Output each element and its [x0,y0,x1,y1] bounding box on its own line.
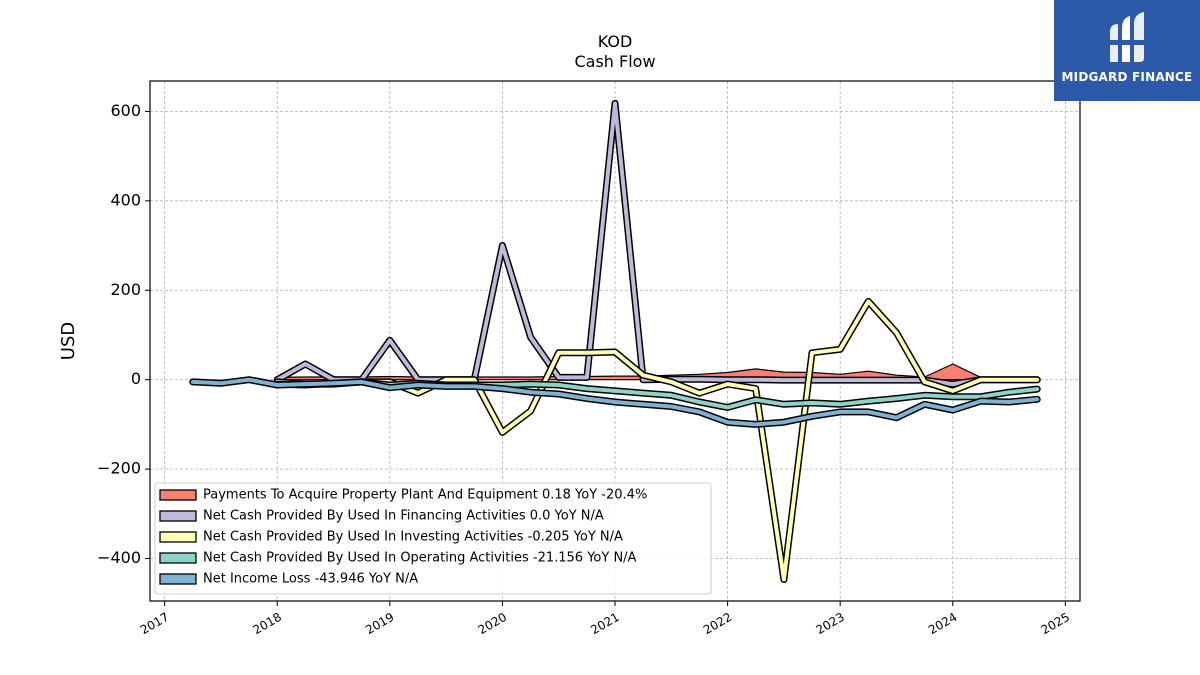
x-axis: 2017 2018 2019 2020 2021 2022 2023 2024 2025 [138,601,1072,637]
y-tick-label: 200 [110,280,141,299]
y-tick-label: −400 [97,548,141,567]
x-tick-label: 2017 [138,610,171,637]
x-tick-label: 2025 [1039,610,1072,637]
logo-text: MIDGARD FINANCE [1061,70,1193,84]
legend: Payments To Acquire Property Plant And E… [154,482,712,595]
legend-label: Net Income Loss -43.946 YoY N/A [203,572,418,587]
y-tick-label: 600 [110,101,141,120]
legend-label: Payments To Acquire Property Plant And E… [203,488,647,503]
y-tick-label: −200 [97,459,141,478]
series-line-1 [275,101,1040,387]
midgard-finance-logo: MIDGARD FINANCE [1054,0,1200,101]
legend-box [154,482,712,595]
y-axis-label: USD [58,322,79,360]
x-tick-label: 2021 [588,610,621,637]
chart-title: KOD [598,32,633,51]
x-tick-label: 2020 [476,610,509,637]
legend-swatch [159,510,197,522]
series-line-4 [190,377,1040,427]
series-area-0 [276,363,1038,381]
legend-swatch [159,552,197,564]
legend-swatch [159,531,197,543]
logo-mark-icon [1108,12,1148,62]
y-tick-label: 0 [131,369,141,388]
y-axis: −400 −200 0 200 400 600 [97,101,150,567]
y-tick-label: 400 [110,190,141,209]
legend-label: Net Cash Provided By Used In Financing A… [203,509,604,524]
x-tick-label: 2018 [251,610,284,637]
x-tick-label: 2022 [701,610,734,637]
legend-label: Net Cash Provided By Used In Operating A… [203,551,637,566]
chart-subtitle: Cash Flow [574,52,655,71]
legend-swatch [159,573,197,585]
legend-swatch [159,489,197,501]
x-tick-label: 2019 [363,610,396,637]
series-layer [189,99,1041,583]
x-tick-label: 2024 [926,610,959,637]
x-tick-label: 2023 [813,610,846,637]
legend-label: Net Cash Provided By Used In Investing A… [203,530,623,545]
